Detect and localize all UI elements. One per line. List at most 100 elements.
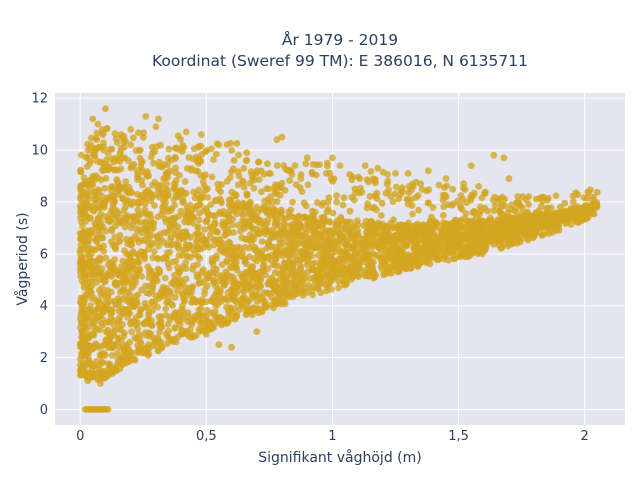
data-point — [503, 231, 511, 238]
data-point — [108, 227, 115, 235]
data-point — [399, 188, 407, 196]
data-point — [107, 259, 115, 266]
data-point — [292, 244, 299, 252]
data-point — [141, 209, 149, 217]
data-point — [298, 250, 305, 257]
data-point — [343, 238, 351, 246]
data-point — [474, 250, 482, 257]
data-point — [102, 254, 110, 262]
data-point — [194, 240, 202, 248]
data-point — [111, 198, 118, 205]
data-point — [366, 193, 374, 200]
data-point — [272, 254, 279, 262]
data-point — [278, 133, 286, 141]
data-point — [547, 204, 555, 212]
data-point — [249, 263, 257, 271]
data-point — [218, 273, 225, 281]
data-point — [102, 293, 109, 301]
data-point — [179, 196, 187, 203]
data-point — [332, 221, 340, 229]
y-tick-label: 4 — [40, 299, 48, 314]
data-point — [298, 188, 306, 196]
data-point — [135, 268, 142, 275]
data-point — [439, 211, 447, 219]
data-point — [258, 251, 266, 258]
data-point — [78, 197, 85, 205]
data-point — [242, 235, 249, 243]
data-point — [158, 163, 166, 171]
data-point — [253, 213, 261, 221]
data-point — [368, 218, 376, 226]
data-point — [264, 254, 272, 261]
data-point — [285, 271, 292, 279]
data-point — [467, 162, 475, 170]
data-point — [117, 263, 125, 271]
data-point — [183, 245, 191, 253]
data-point — [373, 195, 381, 203]
data-point — [197, 305, 205, 312]
data-point — [470, 189, 478, 197]
data-point — [532, 209, 540, 217]
data-point — [208, 325, 216, 332]
data-point — [104, 339, 111, 346]
data-point — [321, 281, 329, 288]
data-point — [282, 279, 290, 287]
data-point — [240, 272, 248, 280]
data-point — [143, 289, 151, 297]
data-point — [151, 202, 158, 209]
data-point — [464, 249, 472, 257]
data-point — [346, 171, 354, 178]
data-point — [414, 192, 422, 199]
data-point — [115, 210, 122, 218]
data-point — [154, 303, 162, 311]
data-point — [98, 288, 106, 296]
data-point — [357, 235, 365, 243]
data-point — [281, 187, 289, 194]
data-point — [141, 200, 149, 208]
data-point — [545, 215, 553, 222]
data-point — [311, 208, 319, 216]
data-point — [249, 233, 256, 241]
data-point — [578, 217, 586, 225]
data-point — [457, 204, 465, 212]
data-point — [166, 227, 173, 234]
data-point — [178, 148, 186, 155]
data-point — [457, 192, 465, 200]
data-point — [241, 258, 249, 266]
data-point — [112, 245, 119, 253]
data-point — [321, 230, 328, 238]
data-point — [156, 193, 164, 201]
data-point — [100, 139, 107, 147]
data-point — [271, 261, 279, 269]
data-point — [175, 132, 182, 140]
data-point — [165, 145, 173, 153]
data-point — [363, 204, 371, 212]
data-point — [180, 295, 188, 302]
data-point — [409, 180, 416, 188]
data-point — [382, 236, 390, 244]
data-point — [120, 283, 128, 290]
data-point — [190, 145, 198, 153]
data-point — [134, 206, 142, 214]
data-point — [356, 175, 363, 183]
data-point — [189, 155, 197, 163]
data-point — [408, 202, 416, 210]
y-tick-labels: 0 2 4 6 8 10 12 — [31, 92, 48, 418]
data-point — [172, 177, 180, 184]
data-point — [553, 214, 561, 222]
data-point — [165, 154, 172, 162]
data-point — [202, 205, 210, 212]
data-point — [155, 267, 163, 275]
data-point — [440, 221, 448, 229]
data-point — [134, 325, 142, 333]
data-point — [88, 134, 95, 142]
data-point — [135, 331, 143, 338]
data-point — [157, 313, 165, 320]
data-point — [91, 275, 98, 282]
data-point — [418, 236, 426, 244]
data-point — [122, 178, 130, 185]
data-point — [392, 170, 399, 177]
data-point — [496, 231, 503, 239]
data-point — [511, 206, 519, 214]
data-point — [195, 216, 203, 224]
